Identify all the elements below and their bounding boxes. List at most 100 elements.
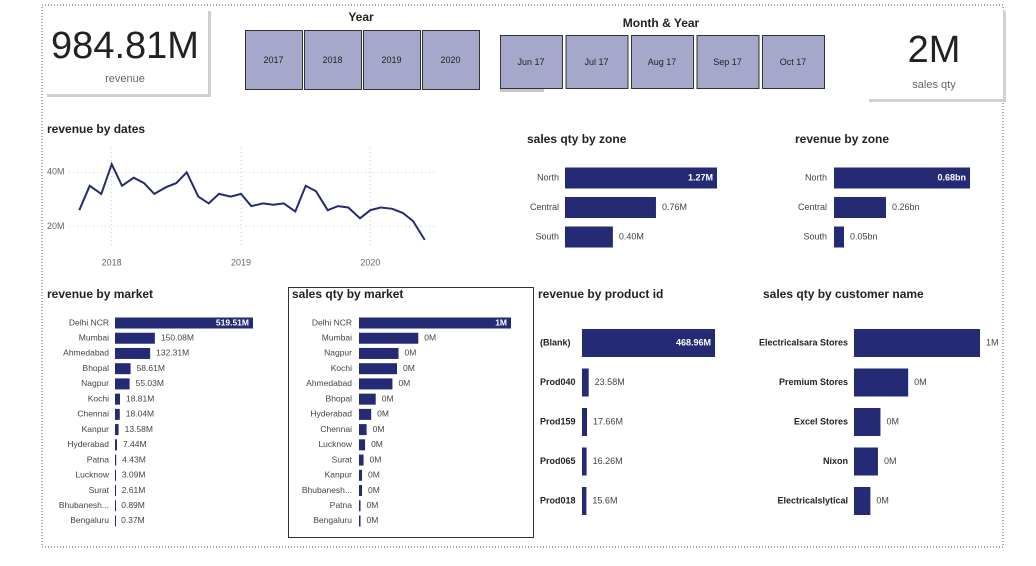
data-label: 55.03M	[136, 378, 164, 388]
category-label: Ahmedabad	[63, 348, 109, 358]
bar	[582, 329, 715, 357]
category-label: Mumbai	[79, 332, 109, 342]
y-tick-label: 20M	[47, 221, 65, 231]
slicer-option[interactable]: 2018	[322, 55, 342, 65]
data-label: 0M	[377, 409, 389, 419]
category-label: Bengaluru	[313, 515, 352, 525]
data-label: 0M	[370, 454, 382, 464]
bar	[115, 393, 120, 405]
slicer-button[interactable]	[245, 30, 303, 90]
category-label: Nagpur	[81, 378, 109, 388]
category-label: Prod159	[540, 416, 576, 426]
category-label: Prod065	[540, 456, 576, 466]
bar	[359, 363, 397, 375]
bar	[854, 487, 871, 515]
data-label: 0M	[373, 424, 385, 434]
line	[78, 161, 426, 241]
data-label: 0.05bn	[850, 231, 878, 241]
chart-title: sales qty by zone	[527, 132, 627, 146]
slicer-option[interactable]: Oct 17	[780, 57, 807, 67]
x-tick-label: 2019	[231, 257, 251, 267]
x-tick-label: 2020	[360, 257, 380, 267]
data-label: 0M	[368, 470, 380, 480]
slicer-button[interactable]	[363, 30, 421, 90]
data-label: 1M	[495, 317, 507, 327]
slicer-button[interactable]	[631, 35, 694, 89]
slicer-option[interactable]: 2020	[440, 55, 460, 65]
data-label: 0M	[367, 515, 379, 525]
slicer-option[interactable]: Jul 17	[584, 57, 608, 67]
slicer-button[interactable]	[422, 30, 480, 90]
bar	[359, 393, 376, 405]
category-label: Premium Stores	[779, 377, 848, 387]
bar	[834, 226, 844, 248]
bar	[359, 469, 363, 481]
bar	[359, 347, 399, 359]
category-label: Electricalsara Stores	[759, 337, 848, 347]
data-label: 15.6M	[592, 495, 617, 505]
category-label: North	[805, 172, 827, 182]
bar	[359, 378, 393, 390]
category-label: South	[535, 231, 559, 241]
category-label: Lucknow	[75, 470, 109, 480]
bar	[359, 317, 511, 329]
data-label: 0.26bn	[892, 202, 920, 212]
bar	[359, 439, 366, 451]
slicer-option[interactable]: Sep 17	[713, 57, 742, 67]
data-label: 2.61M	[122, 485, 146, 495]
bar	[115, 332, 155, 344]
slicer-button[interactable]	[565, 35, 629, 89]
bar	[854, 447, 878, 476]
data-label: 7.44M	[123, 439, 147, 449]
card-label: sales qty	[912, 79, 956, 91]
category-label: Hyderabad	[67, 439, 109, 449]
slicer-button[interactable]	[500, 35, 563, 89]
slicer-button[interactable]	[304, 30, 362, 90]
bar	[359, 332, 419, 344]
data-label: 0.40M	[619, 231, 644, 241]
bar	[582, 408, 588, 436]
slicer-title: Year	[348, 10, 374, 24]
category-label: Lucknow	[318, 439, 352, 449]
bar	[115, 469, 116, 481]
data-label: 23.58M	[595, 377, 625, 387]
bar	[115, 485, 116, 497]
chart-title: revenue by zone	[795, 132, 889, 146]
data-label: 468.96M	[676, 337, 711, 347]
bar	[582, 368, 589, 397]
data-label: 58.61M	[137, 363, 165, 373]
category-label: Patna	[87, 454, 109, 464]
y-tick-label: 40M	[47, 167, 65, 177]
card-value: 984.81M	[51, 25, 199, 67]
data-label: 0M	[884, 456, 897, 466]
slicer-option[interactable]: 2019	[381, 55, 401, 65]
data-label: 0M	[371, 439, 383, 449]
card-label: revenue	[105, 73, 145, 85]
bar	[854, 329, 980, 357]
category-label: Bhopal	[326, 393, 353, 403]
bar	[115, 424, 119, 436]
slicer-title: Month & Year	[623, 16, 700, 30]
category-label: Surat	[89, 485, 110, 495]
category-label: Bhubanesh...	[302, 485, 352, 495]
data-label: 150.08M	[161, 332, 194, 342]
category-label: (Blank)	[540, 337, 571, 347]
data-label: 0M	[876, 495, 889, 505]
category-label: Delhi NCR	[69, 317, 109, 327]
category-label: Electricalslytical	[777, 495, 848, 505]
scrollbar[interactable]	[500, 88, 544, 92]
category-label: Ahmedabad	[306, 378, 352, 388]
bar	[854, 408, 881, 436]
category-label: Kanpur	[325, 470, 353, 480]
data-label: 18.04M	[126, 409, 154, 419]
data-label: 0M	[368, 485, 380, 495]
bar	[565, 197, 656, 218]
slicer-option[interactable]: Jun 17	[517, 57, 544, 67]
slicer-button[interactable]	[696, 35, 760, 89]
category-label: Central	[798, 202, 827, 212]
slicer-option[interactable]: Aug 17	[648, 57, 677, 67]
slicer-button[interactable]	[762, 35, 825, 89]
bar	[115, 500, 116, 512]
slicer-option[interactable]: 2017	[263, 55, 283, 65]
